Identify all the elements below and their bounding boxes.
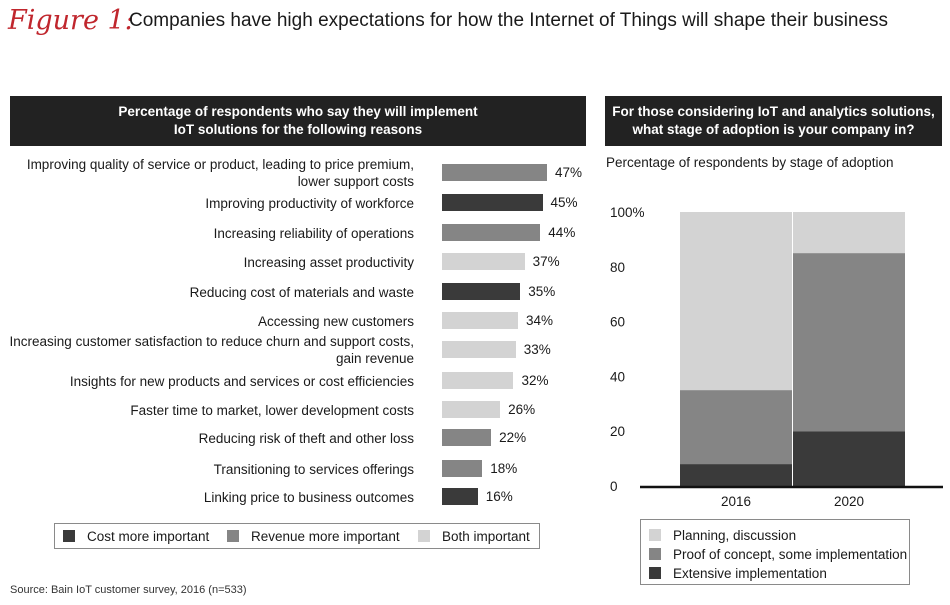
bar-label: Increasing customer satisfaction to redu…	[0, 333, 414, 367]
bar-label: Increasing asset productivity	[0, 254, 414, 271]
y-tick-label: 80	[610, 260, 625, 275]
bar	[442, 401, 501, 418]
bar-label-line: Increasing reliability of operations	[213, 225, 414, 241]
x-category-label: 2020	[834, 494, 864, 509]
bar-label: Reducing risk of theft and other loss	[0, 430, 414, 447]
y-tick-label: 100%	[610, 205, 645, 220]
legend-item-revenue: Revenue more important	[227, 524, 400, 548]
right-chart-title-line-2: what stage of adoption is your company i…	[632, 122, 915, 137]
legend-label-proof: Proof of concept, some implementation	[673, 546, 908, 562]
bar	[442, 283, 521, 300]
bar	[442, 460, 483, 477]
bar-label-line: Transitioning to services offerings	[213, 461, 414, 477]
bar	[442, 224, 541, 241]
bar-label-line: Insights for new products and services o…	[69, 373, 414, 389]
legend-swatch-proof	[649, 548, 661, 560]
x-category-label: 2016	[721, 494, 751, 509]
bar	[442, 253, 525, 270]
legend-swatch-extensive	[649, 567, 661, 579]
source-note: Source: Bain IoT customer survey, 2016 (…	[10, 584, 247, 596]
y-tick-label: 0	[610, 479, 618, 494]
legend-item-proof: Proof of concept, some implementation	[649, 544, 907, 564]
left-legend: Cost more important Revenue more importa…	[54, 523, 540, 549]
bar-label-line: Linking price to business outcomes	[203, 489, 414, 505]
legend-label-revenue: Revenue more important	[251, 528, 400, 544]
bar-label-line: Increasing customer satisfaction to redu…	[9, 334, 414, 349]
bar	[442, 194, 543, 211]
left-chart-title: Percentage of respondents who say they w…	[10, 96, 586, 146]
bar	[442, 372, 514, 389]
legend-item-cost: Cost more important	[63, 524, 209, 548]
y-tick-label: 20	[610, 424, 625, 439]
legend-item-both: Both important	[418, 524, 530, 548]
bar-label: Increasing reliability of operations	[0, 225, 414, 242]
legend-label-cost: Cost more important	[87, 528, 210, 544]
bar-value-label: 44%	[548, 225, 576, 240]
legend-swatch-revenue	[227, 530, 239, 542]
bar-label-line: Faster time to market, lower development…	[130, 402, 414, 418]
bar-value-label: 47%	[555, 165, 583, 180]
right-legend: Planning, discussion Proof of concept, s…	[640, 519, 910, 585]
left-chart-title-line-2: IoT solutions for the following reasons	[173, 122, 423, 137]
bar-label-line: Reducing cost of materials and waste	[189, 284, 414, 300]
stacked-bar-segment-planning	[793, 212, 905, 254]
bar	[442, 488, 478, 505]
right-chart-title-line-1: For those considering IoT and analytics …	[612, 104, 935, 119]
bar-label: Reducing cost of materials and waste	[0, 284, 414, 301]
bar-value-label: 35%	[528, 284, 556, 299]
bar-label: Faster time to market, lower development…	[0, 402, 414, 419]
bar-label-line: Improving quality of service or product,…	[26, 157, 414, 172]
bar-value-label: 33%	[523, 342, 551, 357]
bar-value-label: 37%	[532, 254, 560, 269]
stacked-bar-segment-proof	[793, 253, 905, 432]
bar-label-line: gain revenue	[335, 351, 414, 366]
right-chart-subtitle: Percentage of respondents by stage of ad…	[606, 155, 894, 170]
bar	[442, 341, 516, 358]
bar	[442, 164, 547, 181]
right-chart-title: For those considering IoT and analytics …	[605, 96, 942, 146]
stacked-bar-segment-planning	[680, 212, 792, 391]
stacked-bar-segment-extensive	[793, 431, 905, 486]
bar-label: Insights for new products and services o…	[0, 373, 414, 390]
legend-item-extensive: Extensive implementation	[649, 563, 827, 583]
bar-value-label: 32%	[521, 373, 549, 388]
figure-label: Figure 1:	[8, 5, 134, 36]
legend-label-both: Both important	[442, 528, 530, 544]
bar-value-label: 45%	[550, 195, 578, 210]
bar	[442, 429, 492, 446]
bar-value-label: 22%	[499, 430, 527, 445]
bar-value-label: 18%	[490, 461, 518, 476]
bar-label-line: Accessing new customers	[257, 313, 414, 329]
bar-label-line: Reducing risk of theft and other loss	[198, 430, 414, 446]
legend-swatch-cost	[63, 530, 75, 542]
y-tick-label: 60	[610, 315, 625, 330]
bar-label: Improving productivity of workforce	[0, 195, 414, 212]
bar-label-line: Improving productivity of workforce	[205, 195, 414, 211]
legend-label-extensive: Extensive implementation	[673, 565, 827, 581]
legend-label-planning: Planning, discussion	[673, 527, 797, 543]
bar	[442, 312, 518, 329]
legend-swatch-both	[418, 530, 430, 542]
stacked-bar-segment-extensive	[680, 464, 792, 486]
left-chart-title-line-1: Percentage of respondents who say they w…	[118, 104, 478, 119]
figure-title: Companies have high expectations for how…	[129, 10, 889, 31]
bar-value-label: 16%	[485, 489, 513, 504]
y-tick-label: 40	[610, 369, 625, 384]
bar-label: Transitioning to services offerings	[0, 461, 414, 478]
bar-value-label: 26%	[508, 402, 536, 417]
bar-label-line: lower support costs	[297, 174, 414, 189]
stacked-bar-segment-proof	[680, 390, 792, 465]
bar-label: Improving quality of service or product,…	[0, 156, 414, 190]
bar-value-label: 34%	[525, 313, 553, 328]
bar-label: Accessing new customers	[0, 313, 414, 330]
legend-item-planning: Planning, discussion	[649, 525, 796, 545]
bar-label: Linking price to business outcomes	[0, 489, 414, 506]
bar-label-line: Increasing asset productivity	[243, 254, 414, 270]
legend-swatch-planning	[649, 529, 661, 541]
